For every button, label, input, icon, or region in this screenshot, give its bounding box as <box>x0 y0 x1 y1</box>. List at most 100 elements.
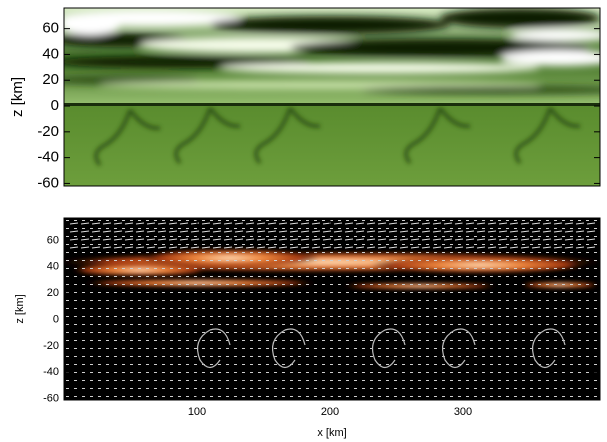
vector <box>553 222 563 225</box>
vector <box>355 230 365 233</box>
vector <box>289 222 299 225</box>
vector <box>234 238 244 241</box>
vector <box>322 238 332 241</box>
vector <box>69 222 79 225</box>
vector <box>179 246 189 249</box>
vector <box>124 246 134 249</box>
vector <box>465 246 475 249</box>
vector <box>575 238 585 241</box>
y-tick-label: 40 <box>47 261 59 273</box>
vector <box>520 238 530 241</box>
vector <box>465 238 475 241</box>
interface <box>64 103 600 106</box>
vector <box>157 246 167 249</box>
vector <box>311 230 321 233</box>
vector <box>366 246 376 249</box>
vector <box>399 246 409 249</box>
vector <box>388 230 398 233</box>
vector <box>146 238 156 241</box>
vector <box>300 230 310 233</box>
vector <box>146 222 156 225</box>
vector <box>388 238 398 241</box>
vector <box>399 238 409 241</box>
vector <box>234 222 244 225</box>
x-tick-label: 100 <box>188 406 206 418</box>
vector <box>135 222 145 225</box>
vector <box>102 230 112 233</box>
vector <box>135 230 145 233</box>
vector <box>498 246 508 249</box>
vector <box>311 222 321 225</box>
vector <box>146 246 156 249</box>
vector <box>168 222 178 225</box>
vector <box>542 238 552 241</box>
y-tick-label: -60 <box>43 393 59 405</box>
vector <box>377 238 387 241</box>
vector <box>223 230 233 233</box>
vector <box>300 246 310 249</box>
vector <box>190 238 200 241</box>
vector <box>542 246 552 249</box>
vector <box>377 222 387 225</box>
vector <box>267 238 277 241</box>
vector <box>212 246 222 249</box>
vector <box>553 238 563 241</box>
vector <box>69 238 79 241</box>
vector <box>333 238 343 241</box>
vector <box>432 222 442 225</box>
x-axis-label: x [km] <box>317 427 346 439</box>
vector <box>344 230 354 233</box>
vector <box>564 222 574 225</box>
vector <box>212 230 222 233</box>
vector <box>465 230 475 233</box>
field-blob <box>220 62 540 74</box>
vector <box>80 222 90 225</box>
field-blob <box>360 86 600 94</box>
vector <box>256 246 266 249</box>
vector <box>432 238 442 241</box>
vector <box>278 246 288 249</box>
vector-swirl <box>272 328 306 369</box>
vector <box>421 238 431 241</box>
vector-swirl <box>532 328 566 369</box>
vector <box>124 238 134 241</box>
vector <box>80 246 90 249</box>
swirl <box>174 106 241 165</box>
vector <box>443 222 453 225</box>
plot-frame <box>63 217 601 401</box>
vector <box>179 230 189 233</box>
vector <box>113 222 123 225</box>
vector <box>344 238 354 241</box>
vector <box>454 238 464 241</box>
y-tick-label: 40 <box>42 45 59 62</box>
vector <box>300 238 310 241</box>
vector-swirl <box>197 328 231 369</box>
y-tick-label: -20 <box>37 123 59 140</box>
vector <box>69 230 79 233</box>
vector <box>410 238 420 241</box>
vector <box>135 238 145 241</box>
vector <box>91 230 101 233</box>
vector <box>157 230 167 233</box>
y-axis-label: z [km] <box>9 77 26 117</box>
vector <box>476 230 486 233</box>
vector <box>322 246 332 249</box>
vector <box>245 222 255 225</box>
vector <box>586 238 596 241</box>
vector <box>498 222 508 225</box>
y-tick-label: -60 <box>37 174 59 191</box>
vector <box>355 222 365 225</box>
field-blob <box>290 39 590 57</box>
vector <box>586 230 596 233</box>
image <box>64 218 600 400</box>
vector <box>124 230 134 233</box>
vector <box>278 222 288 225</box>
y-tick-label: -40 <box>37 149 59 166</box>
field-blob <box>210 16 450 34</box>
vector <box>311 246 321 249</box>
vector <box>300 222 310 225</box>
vector <box>223 238 233 241</box>
vector <box>432 246 442 249</box>
vector <box>487 238 497 241</box>
